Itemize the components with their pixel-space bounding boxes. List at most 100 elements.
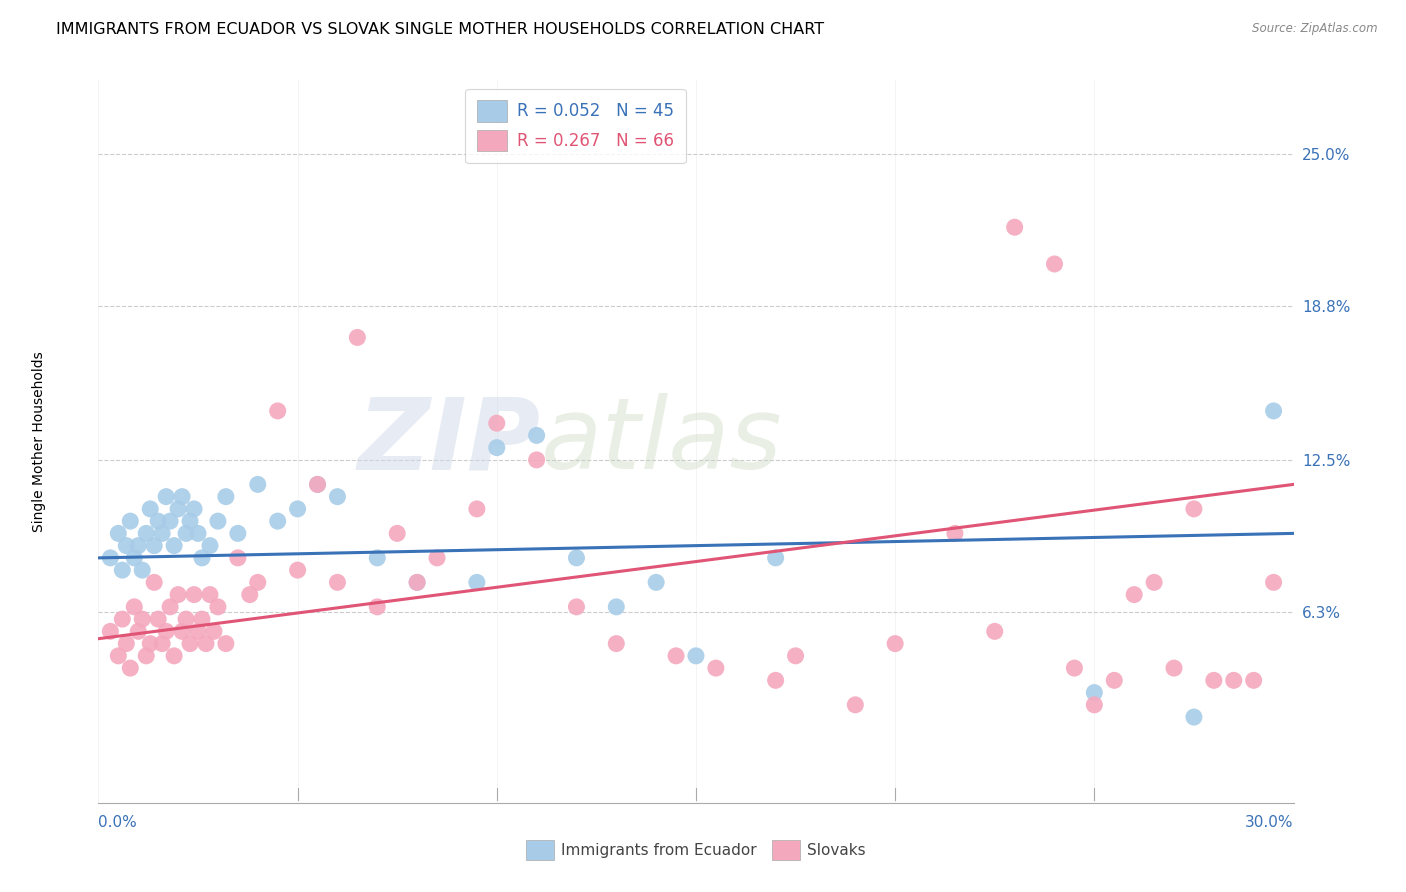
Point bbox=[191, 550, 214, 565]
Point bbox=[1263, 404, 1285, 418]
Point bbox=[765, 550, 787, 565]
Point bbox=[1182, 502, 1205, 516]
Point bbox=[98, 550, 122, 565]
Point bbox=[1083, 685, 1105, 699]
Point bbox=[1243, 673, 1265, 688]
Text: IMMIGRANTS FROM ECUADOR VS SLOVAK SINGLE MOTHER HOUSEHOLDS CORRELATION CHART: IMMIGRANTS FROM ECUADOR VS SLOVAK SINGLE… bbox=[56, 22, 824, 37]
Text: atlas: atlas bbox=[541, 393, 782, 490]
Point bbox=[426, 550, 449, 565]
Point bbox=[124, 550, 146, 565]
Point bbox=[246, 575, 269, 590]
Point bbox=[1063, 661, 1085, 675]
Point bbox=[107, 526, 129, 541]
Point bbox=[704, 661, 727, 675]
Point bbox=[526, 428, 548, 442]
Point bbox=[148, 612, 170, 626]
Point bbox=[645, 575, 668, 590]
Point bbox=[187, 624, 209, 639]
Point bbox=[485, 416, 508, 430]
Point bbox=[155, 490, 177, 504]
Point bbox=[183, 502, 205, 516]
Point bbox=[1223, 673, 1246, 688]
Point bbox=[465, 502, 488, 516]
Point bbox=[115, 539, 138, 553]
Point bbox=[366, 599, 388, 614]
Point bbox=[198, 588, 221, 602]
Text: Single Mother Households: Single Mother Households bbox=[32, 351, 45, 532]
Point bbox=[150, 637, 173, 651]
Point bbox=[565, 599, 588, 614]
Point bbox=[1182, 710, 1205, 724]
Point bbox=[139, 502, 162, 516]
Point bbox=[167, 588, 190, 602]
Point bbox=[1004, 220, 1026, 235]
Legend: Immigrants from Ecuador, Slovaks: Immigrants from Ecuador, Slovaks bbox=[519, 832, 873, 867]
Point bbox=[1202, 673, 1225, 688]
Point bbox=[172, 490, 194, 504]
Point bbox=[120, 661, 142, 675]
Point bbox=[565, 550, 588, 565]
Point bbox=[207, 599, 229, 614]
Point bbox=[605, 599, 627, 614]
Point bbox=[246, 477, 269, 491]
Point bbox=[131, 612, 153, 626]
Point bbox=[172, 624, 194, 639]
Point bbox=[215, 490, 238, 504]
Point bbox=[148, 514, 170, 528]
Point bbox=[115, 637, 138, 651]
Point bbox=[163, 648, 186, 663]
Point bbox=[267, 514, 290, 528]
Point bbox=[226, 550, 249, 565]
Text: 0.0%: 0.0% bbox=[98, 815, 138, 830]
Point bbox=[159, 514, 181, 528]
Point bbox=[98, 624, 122, 639]
Point bbox=[143, 575, 166, 590]
Point bbox=[111, 612, 134, 626]
Point bbox=[765, 673, 787, 688]
Point bbox=[943, 526, 966, 541]
Point bbox=[326, 490, 349, 504]
Text: 30.0%: 30.0% bbox=[1246, 815, 1294, 830]
Point bbox=[1143, 575, 1166, 590]
Point bbox=[984, 624, 1007, 639]
Point bbox=[1163, 661, 1185, 675]
Point bbox=[605, 637, 627, 651]
Point bbox=[159, 599, 181, 614]
Point bbox=[127, 624, 149, 639]
Point bbox=[526, 453, 548, 467]
Point bbox=[215, 637, 238, 651]
Point bbox=[207, 514, 229, 528]
Point bbox=[131, 563, 153, 577]
Point bbox=[287, 563, 309, 577]
Point bbox=[685, 648, 707, 663]
Point bbox=[287, 502, 309, 516]
Point bbox=[226, 526, 249, 541]
Point bbox=[143, 539, 166, 553]
Point bbox=[1263, 575, 1285, 590]
Point bbox=[167, 502, 190, 516]
Point bbox=[198, 539, 221, 553]
Point bbox=[1083, 698, 1105, 712]
Point bbox=[485, 441, 508, 455]
Text: Source: ZipAtlas.com: Source: ZipAtlas.com bbox=[1253, 22, 1378, 36]
Point bbox=[120, 514, 142, 528]
Point bbox=[307, 477, 329, 491]
Point bbox=[385, 526, 409, 541]
Point bbox=[844, 698, 866, 712]
Point bbox=[107, 648, 129, 663]
Point bbox=[124, 599, 146, 614]
Point bbox=[191, 612, 214, 626]
Point bbox=[346, 330, 368, 344]
Point bbox=[406, 575, 429, 590]
Point bbox=[785, 648, 807, 663]
Point bbox=[195, 637, 218, 651]
Point bbox=[406, 575, 429, 590]
Point bbox=[366, 550, 388, 565]
Point bbox=[127, 539, 149, 553]
Point bbox=[179, 514, 201, 528]
Point bbox=[183, 588, 205, 602]
Point bbox=[150, 526, 173, 541]
Point bbox=[174, 612, 197, 626]
Point bbox=[135, 648, 157, 663]
Point bbox=[187, 526, 209, 541]
